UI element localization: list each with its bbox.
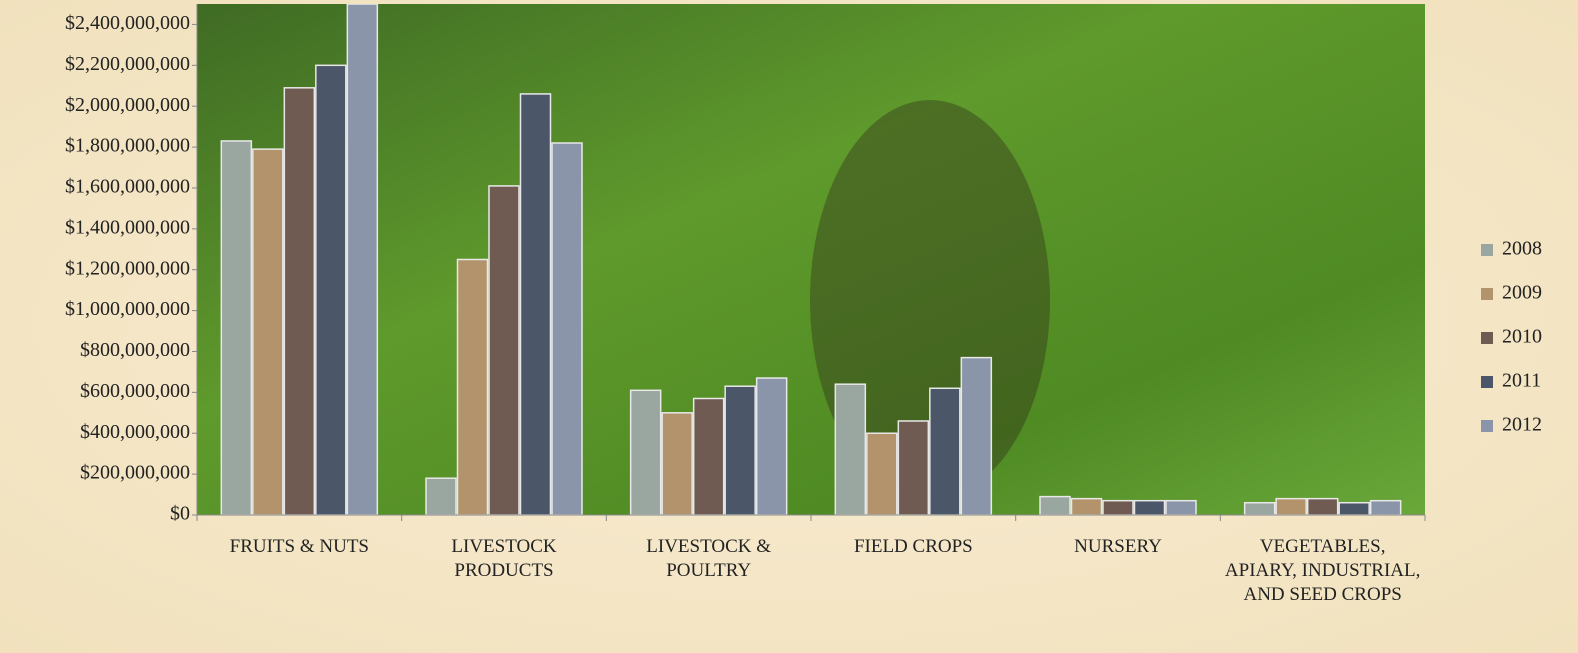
bar [661,412,693,515]
bar [1275,497,1307,515]
y-tick-label: $1,000,000,000 [65,298,190,320]
bar [1369,499,1402,515]
bar [220,140,253,515]
bar [283,87,316,515]
legend-swatch [1481,420,1493,432]
y-tick-label: $1,200,000,000 [65,257,190,279]
bar [755,377,788,515]
bar [456,258,489,515]
x-tick-label: LIVESTOCK & POULTRY [646,536,772,581]
bar [1165,499,1197,515]
bar [252,148,284,515]
y-tick-label: $1,800,000,000 [65,135,190,157]
bar [488,185,520,515]
bar [960,356,993,515]
legend-label: 2012 [1502,414,1542,436]
bar [1039,495,1071,515]
x-tick-label: VEGETABLES, APIARY, INDUSTRIAL, AND SEED… [1224,536,1421,605]
bar [1338,501,1370,515]
y-tick-label: $0 [170,503,190,525]
y-tick-label: $600,000,000 [80,380,190,402]
legend-label: 2010 [1502,326,1542,348]
x-tick-label: LIVESTOCK PRODUCTS [451,536,557,581]
bar [315,64,347,515]
legend-label: 2008 [1502,238,1542,260]
bar [897,420,930,515]
y-tick-label: $2,000,000,000 [65,94,190,116]
bar [1070,497,1103,515]
bar [1243,501,1276,515]
y-tick-label: $1,400,000,000 [65,216,190,238]
bar [1306,497,1339,515]
legend-label: 2011 [1502,370,1541,392]
bar [866,432,898,515]
bar [551,142,583,515]
bar [724,385,756,515]
y-tick-label: $2,400,000,000 [65,12,190,34]
bar [834,383,867,515]
x-tick-label: FRUITS & NUTS [229,536,369,557]
bar [425,477,457,515]
bar [629,389,662,515]
bar [1102,499,1134,515]
bar [929,387,961,515]
y-tick-label: $800,000,000 [80,339,190,361]
y-tick-label: $1,600,000,000 [65,176,190,198]
legend-swatch [1481,244,1493,256]
bar [1133,499,1166,515]
bar [692,397,725,515]
plot-background [197,4,1425,515]
x-tick-label: NURSERY [1074,536,1162,557]
legend-swatch [1481,332,1493,344]
bar [346,4,379,515]
legend-label: 2009 [1502,282,1542,304]
y-tick-label: $200,000,000 [80,462,190,484]
x-tick-label: FIELD CROPS [853,536,973,557]
y-tick-label: $2,200,000,000 [65,53,190,75]
y-tick-label: $400,000,000 [80,421,190,443]
legend-swatch [1481,376,1493,388]
bar [519,93,552,515]
legend-swatch [1481,288,1493,300]
